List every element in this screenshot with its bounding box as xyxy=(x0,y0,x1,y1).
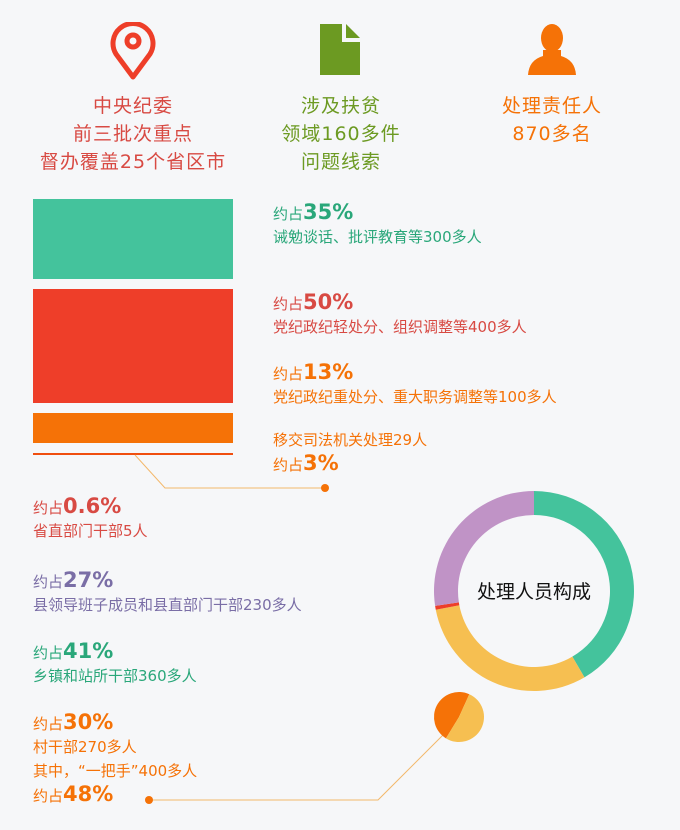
bar-label-admonish: 约占35% 诫勉谈话、批评教育等300多人 xyxy=(273,201,482,249)
label-prefix: 约占 xyxy=(33,499,64,517)
donut-label-county: 约占27% 县领导班子成员和县直部门干部230多人 xyxy=(33,569,302,617)
label-value: 13% xyxy=(303,360,354,384)
label-value: 30% xyxy=(63,710,114,734)
bar-label-light-discipline: 约占50% 党纪政纪轻处分、组织调整等400多人 xyxy=(273,291,527,339)
header-item-responsible: 处理责任人 870多名 xyxy=(442,92,662,148)
label-prefix: 约占 xyxy=(273,456,304,474)
label-prefix: 约占 xyxy=(273,365,304,383)
label-prefix: 约占 xyxy=(33,787,64,805)
donut-label-village: 约占30% 村干部270多人 其中，“一把手”400多人 约占48% xyxy=(33,711,197,807)
label-prefix: 约占 xyxy=(33,715,64,733)
bar-segment-judicial xyxy=(33,453,233,455)
bar-segment-light-discipline xyxy=(33,289,233,403)
label-desc: 乡镇和站所干部360多人 xyxy=(33,667,197,685)
label-desc: 村干部270多人 xyxy=(33,738,137,756)
bar-segment-heavy-discipline xyxy=(33,413,233,443)
label-desc: 诫勉谈话、批评教育等300多人 xyxy=(273,228,482,246)
header-line: 处理责任人 xyxy=(501,95,602,117)
donut-label-provincial: 约占0.6% 省直部门干部5人 xyxy=(33,495,148,543)
label-desc: 省直部门干部5人 xyxy=(33,522,148,540)
donut-slice-3 xyxy=(433,491,534,606)
label-value: 27% xyxy=(63,568,114,592)
location-pin-icon xyxy=(110,22,156,80)
person-icon xyxy=(528,24,576,75)
header-line: 涉及扶贫 xyxy=(300,95,381,117)
label-value: 3% xyxy=(303,451,339,475)
label-prefix: 约占 xyxy=(33,573,64,591)
label-prefix: 约占 xyxy=(273,295,304,313)
village-pie-slice-0 xyxy=(433,691,470,739)
header-line: 中央纪委 xyxy=(92,95,173,117)
header-line: 督办覆盖25个省区市 xyxy=(39,151,227,173)
donut-slice-1 xyxy=(435,605,585,691)
donut-slice-0 xyxy=(534,491,634,678)
header-line: 前三批次重点 xyxy=(72,123,193,145)
bar-label-heavy-discipline: 约占13% 党纪政纪重处分、重大职务调整等100多人 xyxy=(273,361,557,409)
header-line: 问题线索 xyxy=(300,151,381,173)
bar-segment-admonish xyxy=(33,199,233,279)
label-desc: 县领导班子成员和县直部门干部230多人 xyxy=(33,596,302,614)
label-prefix: 约占 xyxy=(33,644,64,662)
label-desc: 党纪政纪重处分、重大职务调整等100多人 xyxy=(273,388,557,406)
header-item-inspection: 中央纪委 前三批次重点 督办覆盖25个省区市 xyxy=(23,92,243,176)
donut-label-township: 约占41% 乡镇和站所干部360多人 xyxy=(33,640,197,688)
label-prefix: 约占 xyxy=(273,205,304,223)
label-desc: 其中，“一把手”400多人 xyxy=(33,762,198,780)
label-desc: 党纪政纪轻处分、组织调整等400多人 xyxy=(273,318,527,336)
donut-slice-2 xyxy=(435,602,460,610)
label-desc: 移交司法机关处理29人 xyxy=(273,431,428,449)
label-value: 41% xyxy=(63,639,114,663)
header-line: 870多名 xyxy=(512,123,592,145)
header-item-clues: 涉及扶贫 领域160多件 问题线索 xyxy=(231,92,451,176)
label-value: 0.6% xyxy=(63,494,122,518)
label-value: 50% xyxy=(303,290,354,314)
connector-line xyxy=(134,454,329,492)
label-value: 35% xyxy=(303,200,354,224)
donut-title: 处理人员构成 xyxy=(477,581,591,603)
bar-label-judicial: 移交司法机关处理29人 约占3% xyxy=(273,428,427,476)
header-line: 领域160多件 xyxy=(281,123,401,145)
label-value: 48% xyxy=(63,782,114,806)
village-pie-slice-1 xyxy=(445,694,484,742)
document-icon xyxy=(320,24,360,75)
